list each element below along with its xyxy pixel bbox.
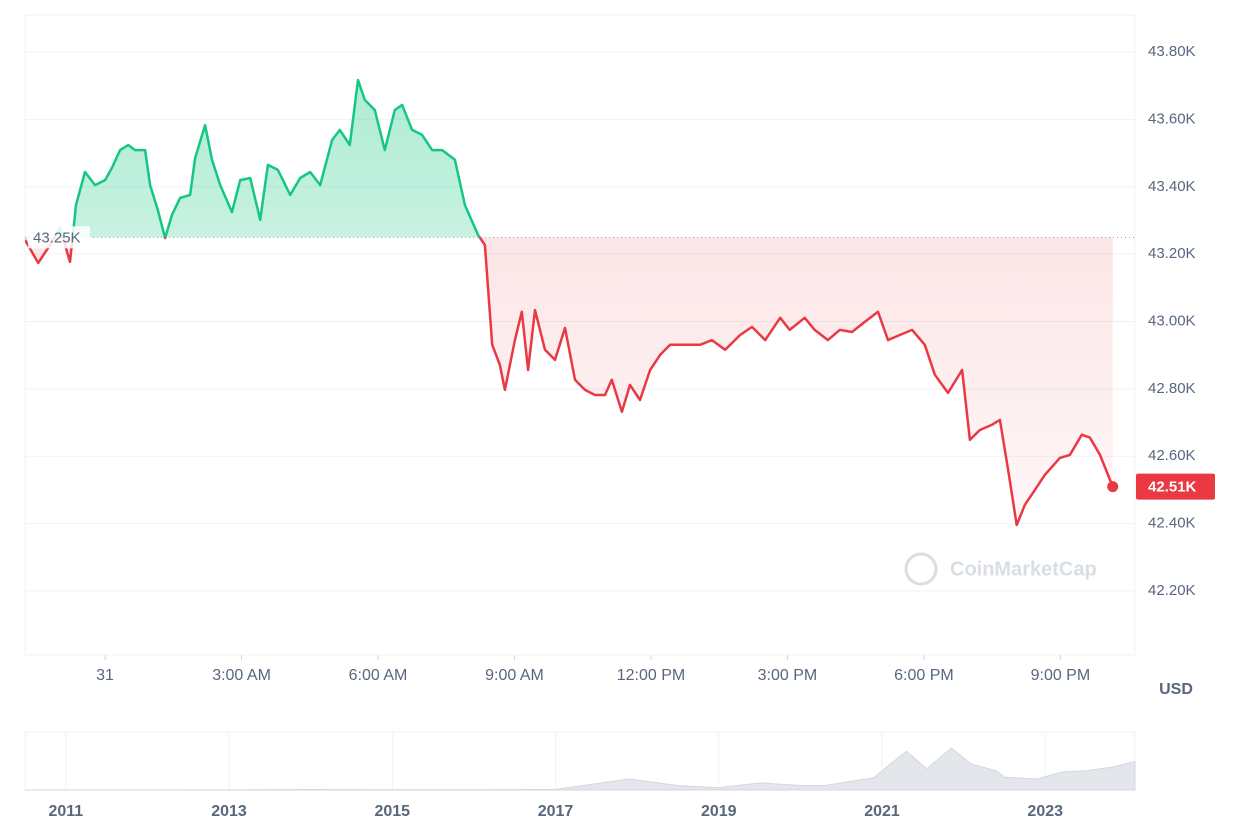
y-tick-label: 43.40K	[1148, 178, 1196, 195]
baseline-label-bg	[28, 226, 90, 249]
navigator-tick-label: 2021	[864, 803, 900, 820]
x-tick-label: 31	[96, 667, 114, 684]
line-up	[53, 78, 482, 238]
current-label-bg	[1136, 473, 1215, 500]
watermark-logo	[904, 552, 938, 586]
current-point	[1107, 481, 1119, 493]
navigator-tick-label: 2015	[374, 803, 410, 820]
navigator-area	[24, 747, 1136, 791]
area-down	[25, 237, 1113, 525]
y-tick-label: 43.20K	[1148, 245, 1196, 262]
y-tick-label: 43.80K	[1148, 43, 1196, 60]
y-tick-label: 42.80K	[1148, 380, 1196, 397]
navigator-tick-label: 2013	[211, 803, 247, 820]
y-tick-label: 42.60K	[1148, 447, 1196, 464]
y-tick-label: 43.60K	[1148, 110, 1196, 127]
baseline-label: 43.25K	[33, 229, 81, 246]
x-tick-label: 3:00 AM	[212, 667, 271, 684]
x-tick-label: 3:00 PM	[758, 667, 818, 684]
navigator-tick-label: 2011	[48, 803, 83, 820]
x-tick-label: 6:00 PM	[894, 667, 954, 684]
navigator-tick-label: 2019	[701, 803, 737, 820]
watermark: CoinMarketCap	[950, 558, 1097, 580]
y-axis-label: USD	[1159, 681, 1193, 698]
y-tick-label: 43.00K	[1148, 312, 1196, 329]
y-tick-label: 42.20K	[1148, 582, 1196, 599]
current-label: 42.51K	[1148, 479, 1197, 496]
x-tick-label: 9:00 AM	[485, 667, 544, 684]
navigator-tick-label: 2023	[1027, 803, 1063, 820]
y-tick-label: 42.40K	[1148, 515, 1196, 532]
area-up	[54, 80, 480, 238]
x-tick-label: 6:00 AM	[349, 667, 408, 684]
x-tick-label: 12:00 PM	[617, 667, 685, 684]
line-down	[25, 237, 1114, 527]
navigator-tick-label: 2017	[538, 803, 574, 820]
plot-frame	[24, 14, 1136, 656]
x-tick-label: 9:00 PM	[1031, 667, 1091, 684]
